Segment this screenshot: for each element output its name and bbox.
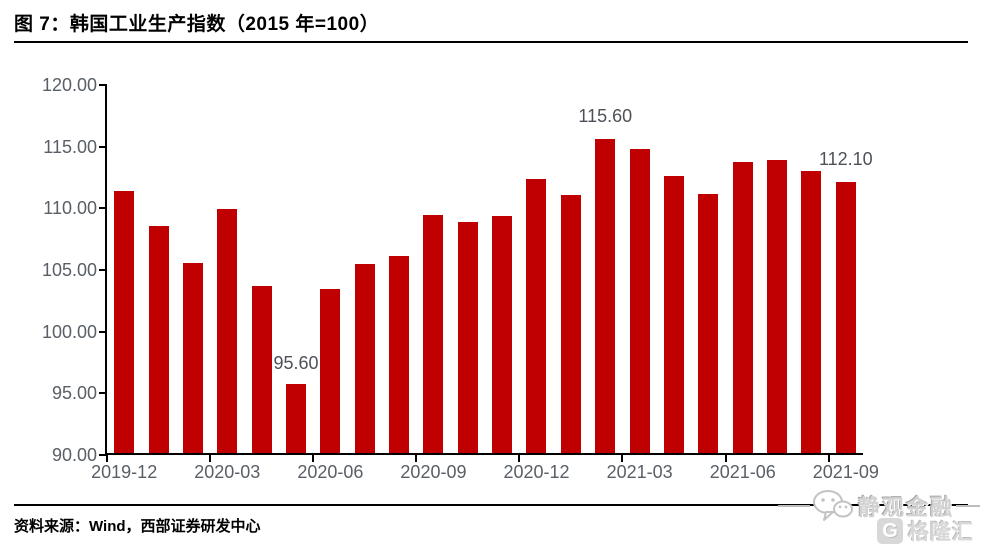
y-axis-label: 105.00: [41, 260, 97, 280]
x-axis-label-2021-09: 2021-09: [812, 462, 879, 482]
x-axis-label-2019-12: 2019-12: [91, 462, 158, 482]
bar-2021-03: [629, 148, 650, 453]
x-axis-tick: [312, 455, 315, 462]
bar-slot-2020-02: [176, 85, 210, 453]
bar-slot-2020-10: [451, 85, 485, 453]
bar-slot-2019-12: [107, 85, 141, 453]
bar-2021-07: [767, 159, 787, 453]
bar-2021-02: [595, 139, 616, 453]
x-axis-tick: [724, 455, 727, 462]
bar-2021-06: [732, 162, 753, 453]
y-axis-tick: [99, 392, 107, 395]
y-axis-tick: [99, 145, 107, 148]
bar-slot-2020-04: [244, 85, 278, 453]
bar-2021-09: [835, 181, 856, 453]
bar-2020-11: [492, 216, 513, 453]
bar-2021-08: [801, 170, 822, 453]
y-axis-tick: [99, 454, 107, 456]
bar-2021-04: [663, 175, 684, 453]
x-axis-label-2021-03: 2021-03: [606, 462, 673, 482]
bar-2020-01: [148, 226, 169, 453]
bar-2020-05: [285, 384, 306, 453]
figure-title: 图 7：韩国工业生产指数（2015 年=100）: [14, 14, 380, 35]
bar-slot-2021-06: [725, 85, 759, 453]
bar-slot-2021-07: [760, 85, 794, 453]
x-axis-label-2020-03: 2020-03: [194, 462, 261, 482]
bar-chart-plot-area: 120.00 115.00 110.00 105.00 100.00 95.00 90.00…: [42, 75, 879, 482]
data-label-2020-05: 95.60: [273, 352, 319, 373]
x-axis-tick: [209, 455, 212, 462]
y-axis-label: 120.00: [41, 75, 97, 95]
x-axis-label-2020-12: 2020-12: [503, 462, 570, 482]
y-axis-label: 95.00: [51, 383, 97, 404]
x-axis-tick: [827, 455, 830, 462]
x-axis-tick: [106, 455, 108, 462]
y-axis-label: 115.00: [43, 136, 97, 157]
y-axis-label: 100.00: [41, 321, 97, 342]
bar-2020-06: [320, 288, 341, 453]
bar-2021-05: [698, 194, 719, 453]
bar-slot-2020-06: [313, 85, 347, 453]
x-axis-tick: [518, 455, 521, 462]
y-axis-label: 110.00: [43, 198, 97, 219]
bar-2020-09: [423, 215, 444, 453]
x-axis-tick: [621, 455, 624, 462]
y-axis-tick: [99, 207, 107, 210]
bar-slot-2021-03: [622, 85, 656, 453]
bar-2020-12: [526, 179, 547, 453]
footer-divider: [14, 504, 968, 506]
bar-slot-2020-01: [141, 85, 175, 453]
bar-slot-2021-08: [794, 85, 828, 453]
source-note: 资料来源：Wind，西部证券研发中心: [14, 518, 261, 535]
bar-2020-04: [251, 286, 272, 453]
y-axis-tick: [99, 269, 107, 271]
bar-slot-2020-12: [519, 85, 553, 453]
bar-slot-2020-09: [416, 85, 450, 453]
bar-slot-2020-03: [210, 85, 244, 453]
wechat-icon: [813, 490, 853, 521]
bar-2021-01: [560, 195, 581, 453]
title-divider: [14, 41, 968, 43]
x-axis-label-2020-06: 2020-06: [297, 462, 364, 482]
gelonghui-label: 格隆汇: [908, 521, 974, 544]
bar-slot-2021-02: [588, 85, 622, 453]
bar-slot-2021-09: [829, 85, 863, 453]
bar-slot-2021-01: [554, 85, 588, 453]
bar-2020-10: [457, 222, 478, 453]
x-axis-tick: [415, 455, 418, 462]
y-axis-tick: [99, 84, 107, 86]
bar-slot-2020-08: [382, 85, 416, 453]
bar-slot-2021-05: [691, 85, 725, 453]
y-axis-label: 90.00: [51, 445, 97, 465]
bar-2020-03: [217, 208, 238, 453]
watermark-brand-label: 静观金融: [858, 495, 955, 520]
data-label-2021-02: 115.60: [578, 106, 633, 127]
bar-slot-2021-04: [657, 85, 691, 453]
bar-slot-2020-05: [279, 85, 313, 453]
bar-slot-2020-11: [485, 85, 519, 453]
bar-2020-08: [389, 255, 410, 453]
gelonghui-watermark: G 格隆汇: [877, 516, 974, 546]
x-axis-label-2021-06: 2021-06: [709, 462, 776, 482]
bar-slot-2020-07: [348, 85, 382, 453]
bar-2019-12: [114, 190, 135, 453]
data-label-2021-09: 112.10: [818, 149, 873, 170]
bar-2020-02: [182, 262, 203, 453]
bar-2020-07: [354, 264, 375, 453]
y-axis-tick: [99, 330, 107, 333]
watermark-banner: 静观金融: [778, 489, 981, 523]
x-axis-label-2020-09: 2020-09: [400, 462, 467, 482]
gelonghui-logo-icon: G: [877, 518, 903, 544]
